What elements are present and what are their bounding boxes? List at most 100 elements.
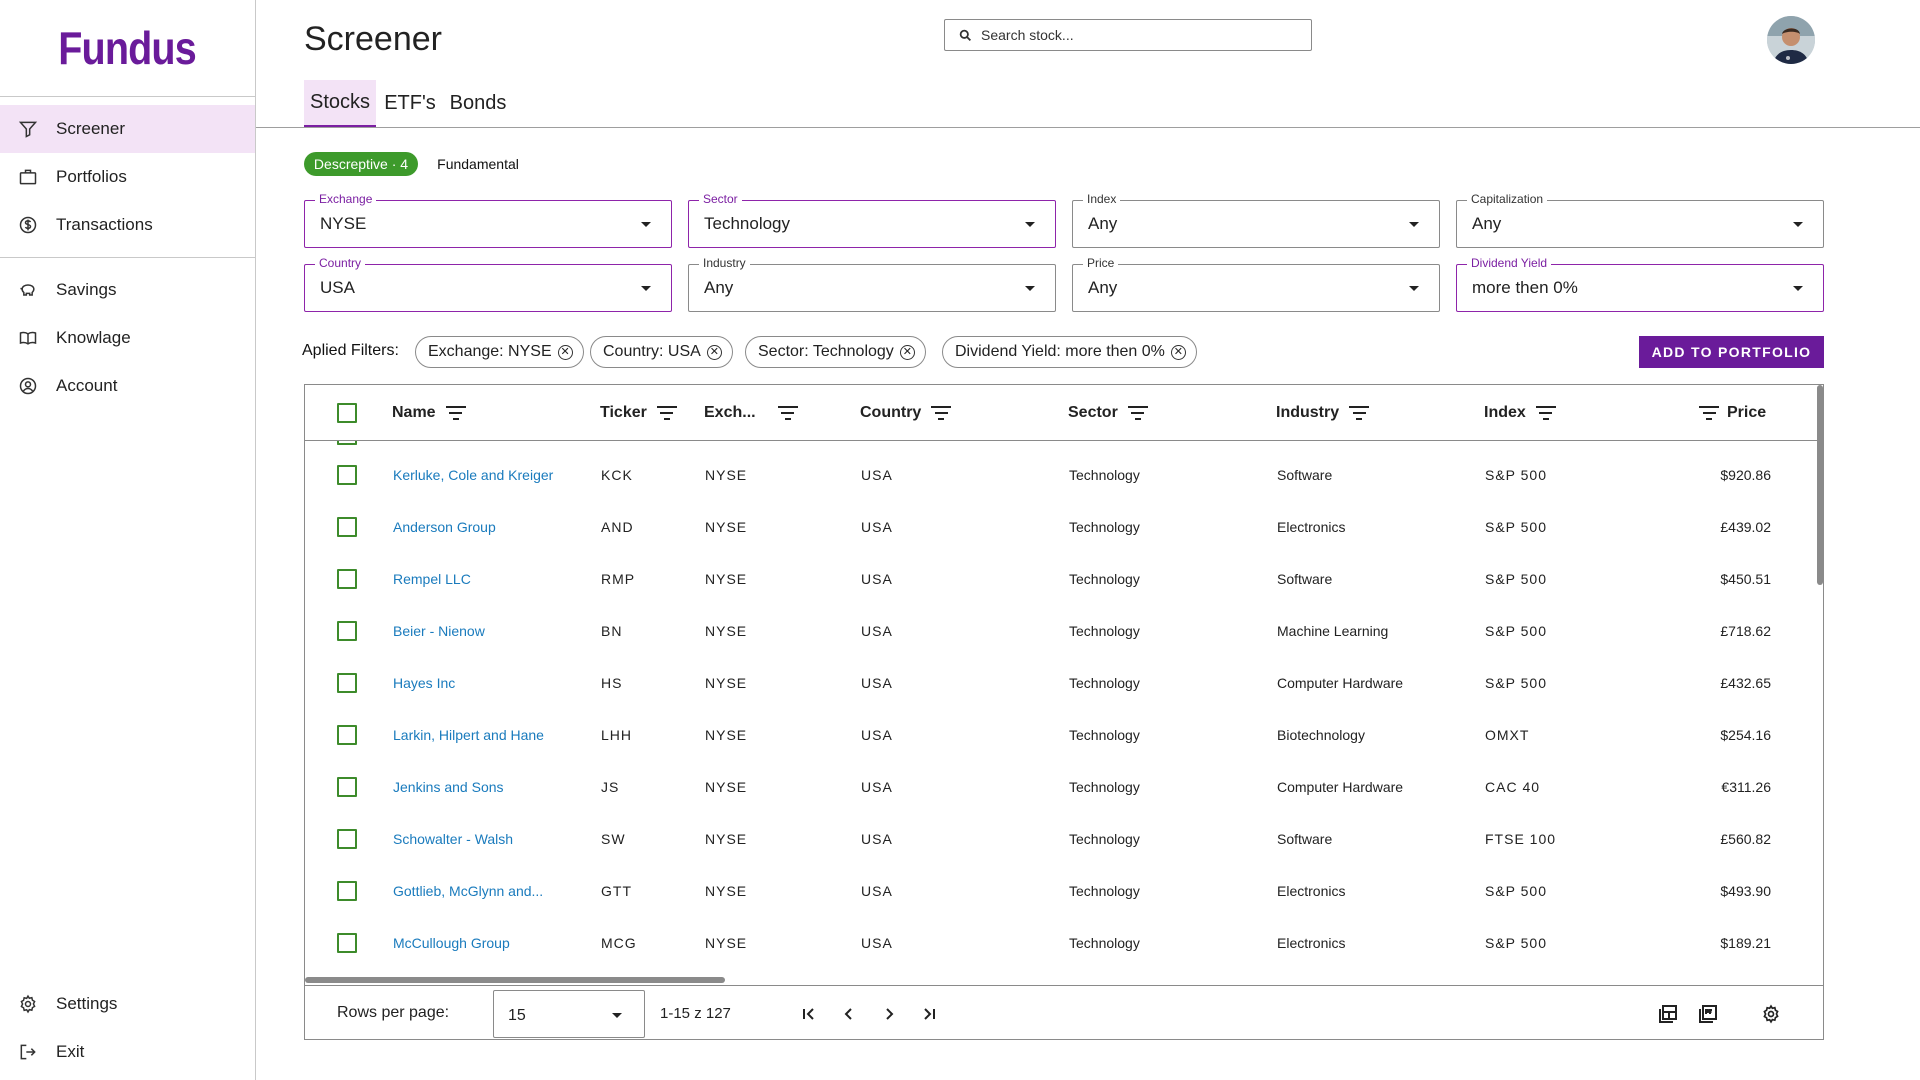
company-name-link[interactable]: Rempel LLC <box>393 571 471 587</box>
sidebar-item-exit[interactable]: Exit <box>0 1028 255 1076</box>
logo[interactable]: Fundus <box>0 0 255 97</box>
table-row[interactable]: Schowalter - Walsh SW NYSE USA Technology Sof… <box>305 813 1823 865</box>
close-circle-icon[interactable]: ✕ <box>1170 344 1186 360</box>
row-checkbox[interactable] <box>337 933 357 953</box>
dropdown-caret-icon <box>641 222 651 227</box>
company-name-link[interactable]: Schowalter - Walsh <box>393 831 514 847</box>
row-checkbox[interactable] <box>337 569 357 589</box>
close-circle-icon[interactable]: ✕ <box>557 344 573 360</box>
row-checkbox[interactable] <box>337 673 357 693</box>
horizontal-scrollbar[interactable] <box>305 977 725 983</box>
sort-icon[interactable] <box>1349 406 1370 420</box>
sidebar-item-settings[interactable]: Settings <box>0 980 255 1028</box>
sort-icon[interactable] <box>1535 406 1556 420</box>
table-settings-button[interactable] <box>1757 1000 1785 1028</box>
company-name-link[interactable]: Kerluke, Cole and Kreiger <box>393 467 554 483</box>
sidebar-item-transactions[interactable]: Transactions <box>0 201 255 249</box>
company-name-link[interactable]: Jenkins and Sons <box>393 779 504 795</box>
company-name-link[interactable]: Anderson Group <box>393 519 496 535</box>
field-value: USA <box>320 278 355 297</box>
sort-icon[interactable] <box>1127 406 1148 420</box>
row-checkbox[interactable] <box>337 621 357 641</box>
rows-per-page-select[interactable]: 15 <box>493 990 645 1038</box>
table-row[interactable]: McCullough Group MCG NYSE USA Technology Elec… <box>305 917 1823 969</box>
table-row[interactable]: Hayes Inc HS NYSE USA Technology Computer Har… <box>305 657 1823 709</box>
table-row[interactable]: Anderson Group AND NYSE USA Technology Electr… <box>305 501 1823 553</box>
sort-icon[interactable] <box>777 406 798 420</box>
sort-icon[interactable] <box>656 406 677 420</box>
sort-icon[interactable] <box>445 406 466 420</box>
sector-cell: Technology <box>1069 519 1140 535</box>
column-header-sector[interactable]: Sector <box>1068 385 1148 441</box>
last-page-button[interactable] <box>915 1000 943 1028</box>
row-checkbox[interactable] <box>337 517 357 537</box>
dividend-yield-select[interactable]: Dividend Yield more then 0% <box>1456 256 1824 312</box>
company-name-link[interactable]: McCullough Group <box>393 935 510 951</box>
column-header-price[interactable]: Price <box>1699 385 1766 441</box>
sort-icon[interactable] <box>931 406 952 420</box>
search-icon <box>959 29 972 41</box>
row-checkbox[interactable] <box>337 465 357 485</box>
export-table-button[interactable] <box>1654 1000 1682 1028</box>
row-checkbox[interactable] <box>337 725 357 745</box>
export-pdf-button[interactable] <box>1694 1000 1722 1028</box>
search-input[interactable] <box>981 27 1261 43</box>
column-header-industry[interactable]: Industry <box>1276 385 1370 441</box>
exchange-select[interactable]: Exchange NYSE <box>304 192 672 248</box>
fundamental-filter-chip[interactable]: Fundamental <box>437 156 519 172</box>
column-header-exchange[interactable]: Exch... <box>704 385 798 441</box>
sector-select[interactable]: Sector Technology <box>688 192 1056 248</box>
gear-icon <box>1763 1004 1779 1024</box>
table-row[interactable]: Rempel LLC RMP NYSE USA Technology Software S&… <box>305 553 1823 605</box>
column-header-country[interactable]: Country <box>860 385 952 441</box>
first-page-button[interactable] <box>795 1000 823 1028</box>
column-header-name[interactable]: Name <box>392 385 466 441</box>
industry-cell: Electronics <box>1277 519 1346 535</box>
sidebar-item-screener[interactable]: Screener <box>0 105 255 153</box>
company-name-link[interactable]: Gottlieb, McGlynn and... <box>393 883 544 899</box>
table-row[interactable]: Beier - Nienow BN NYSE USA Technology Machine… <box>305 605 1823 657</box>
sidebar-item-savings[interactable]: Savings <box>0 266 255 314</box>
industry-select[interactable]: Industry Any <box>688 256 1056 312</box>
descriptive-filter-chip[interactable]: Descreptive · 4 <box>304 152 418 176</box>
price-select[interactable]: Price Any <box>1072 256 1440 312</box>
table-row[interactable]: Larkin, Hilpert and Hane LHH NYSE USA Techno… <box>305 709 1823 761</box>
search-box[interactable] <box>944 19 1312 51</box>
next-page-button[interactable] <box>875 1000 903 1028</box>
add-to-portfolio-button[interactable]: ADD TO PORTFOLIO <box>1639 336 1824 368</box>
company-name-link[interactable]: Larkin, Hilpert and Hane <box>393 727 544 743</box>
company-name-link[interactable]: Beier - Nienow <box>393 623 485 639</box>
tab-bonds[interactable]: Bonds <box>449 92 507 114</box>
previous-page-button[interactable] <box>835 1000 863 1028</box>
column-label: Name <box>392 404 436 421</box>
chip-label: Country: USA <box>603 343 701 360</box>
dropdown-caret-icon <box>1025 286 1035 291</box>
column-header-ticker[interactable]: Ticker <box>600 385 677 441</box>
sidebar-item-account[interactable]: Account <box>0 362 255 410</box>
table-row[interactable]: Kerluke, Cole and Kreiger KCK NYSE USA Techn… <box>305 449 1823 501</box>
country-select[interactable]: Country USA <box>304 256 672 312</box>
avatar[interactable] <box>1767 16 1815 64</box>
close-circle-icon[interactable]: ✕ <box>899 344 915 360</box>
exchange-cell: NYSE <box>705 571 748 587</box>
column-header-index[interactable]: Index <box>1484 385 1556 441</box>
sidebar-item-knowlage[interactable]: Knowlage <box>0 314 255 362</box>
sort-icon[interactable] <box>1699 406 1719 420</box>
tab-stocks[interactable]: Stocks <box>304 80 376 127</box>
select-all-checkbox[interactable] <box>337 403 357 423</box>
field-label: Capitalization <box>1467 192 1548 206</box>
row-checkbox[interactable] <box>337 881 357 901</box>
tab-etfs[interactable]: ETF's <box>384 92 436 114</box>
capitalization-select[interactable]: Capitalization Any <box>1456 192 1824 248</box>
table-row[interactable]: Gottlieb, McGlynn and... GTT NYSE USA Techno… <box>305 865 1823 917</box>
row-checkbox[interactable] <box>337 441 357 445</box>
table-row[interactable]: Jenkins and Sons JS NYSE USA Technology Compu… <box>305 761 1823 813</box>
sidebar-item-portfolios[interactable]: Portfolios <box>0 153 255 201</box>
row-checkbox[interactable] <box>337 777 357 797</box>
company-name-link[interactable]: Hayes Inc <box>393 675 456 691</box>
vertical-scrollbar[interactable] <box>1817 385 1823 585</box>
close-circle-icon[interactable]: ✕ <box>706 344 722 360</box>
index-select[interactable]: Index Any <box>1072 192 1440 248</box>
industry-cell: Machine Learning <box>1277 623 1389 639</box>
row-checkbox[interactable] <box>337 829 357 849</box>
